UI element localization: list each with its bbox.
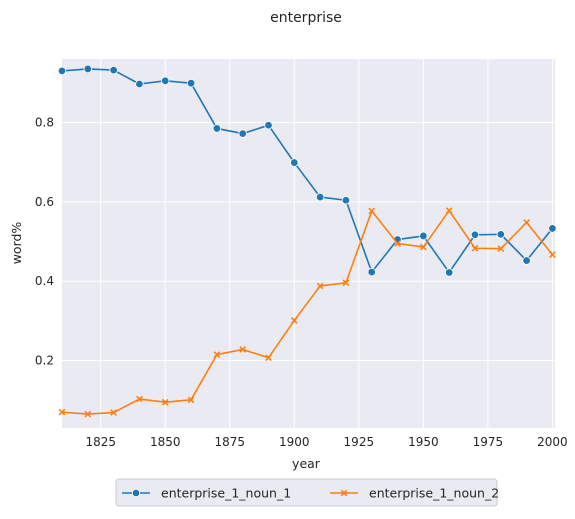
legend-label: enterprise_1_noun_1 — [161, 486, 291, 501]
x-marker-stroke — [84, 410, 92, 418]
data-point — [523, 219, 530, 226]
data-point — [471, 244, 479, 252]
y-axis-ticks: 0.2 0.4 0.6 0.8 — [35, 115, 54, 367]
data-point — [419, 243, 427, 251]
data-point — [445, 207, 453, 214]
data-point — [239, 346, 247, 353]
data-point — [212, 124, 222, 133]
y-tick-label: 0.4 — [35, 274, 54, 288]
x-axis-label: year — [292, 456, 321, 471]
x-tick-label: 1975 — [473, 435, 504, 449]
data-point — [342, 279, 350, 287]
data-point — [187, 396, 195, 404]
x-tick-label: 1900 — [279, 435, 310, 449]
x-marker-stroke — [290, 317, 298, 324]
x-marker-stroke — [471, 244, 479, 252]
x-marker-stroke — [394, 240, 401, 247]
legend-marker — [131, 488, 141, 498]
x-tick-label: 1950 — [408, 435, 439, 449]
data-point — [419, 231, 428, 241]
x-marker-stroke — [265, 354, 272, 362]
legend: enterprise_1_noun_1 enterprise_1_noun_2 — [115, 478, 499, 507]
data-point — [83, 64, 93, 74]
x-marker-stroke — [316, 282, 324, 290]
x-marker-stroke — [368, 207, 376, 215]
data-point — [470, 230, 480, 239]
x-tick-label: 1850 — [150, 435, 181, 449]
data-point — [238, 129, 247, 138]
data-point — [290, 317, 298, 324]
x-marker-stroke — [187, 396, 195, 404]
x-marker-stroke — [239, 346, 247, 353]
x-marker-stroke — [110, 409, 117, 416]
data-point — [186, 79, 196, 88]
data-point — [161, 76, 170, 86]
data-point — [548, 224, 557, 233]
y-tick-label: 0.2 — [35, 354, 54, 368]
x-marker-stroke — [342, 279, 350, 287]
data-point — [135, 79, 144, 89]
data-point — [497, 245, 505, 253]
data-point — [368, 207, 376, 215]
legend-item-2: enterprise_1_noun_2 — [330, 486, 499, 501]
x-marker-stroke — [497, 245, 505, 253]
data-point — [84, 410, 92, 418]
data-point — [57, 66, 67, 76]
data-point — [264, 121, 273, 130]
y-tick-label: 0.6 — [35, 195, 54, 209]
data-point — [522, 256, 531, 265]
x-marker-stroke — [161, 398, 169, 406]
x-tick-label: 1875 — [215, 435, 246, 449]
x-tick-label: 2000 — [537, 435, 568, 449]
data-point — [394, 240, 401, 247]
x-marker-stroke — [340, 489, 348, 497]
x-axis-ticks: 1825 1850 1875 1900 1925 1950 1975 2000 — [85, 435, 567, 449]
x-tick-label: 1825 — [85, 435, 116, 449]
series-2 — [58, 207, 556, 418]
x-marker-stroke — [419, 243, 427, 251]
data-point — [58, 408, 66, 416]
series-group — [57, 64, 557, 418]
legend-box — [115, 478, 498, 507]
data-point — [315, 192, 325, 202]
x-marker-stroke — [523, 219, 530, 226]
grid — [62, 59, 555, 428]
data-point — [316, 282, 324, 290]
data-point — [213, 351, 221, 358]
x-tick-label: 1925 — [344, 435, 375, 449]
y-axis-label: word% — [9, 222, 24, 265]
data-point — [136, 395, 143, 403]
data-point — [549, 251, 556, 258]
x-marker-stroke — [445, 207, 453, 214]
data-point — [161, 398, 169, 406]
legend-label: enterprise_1_noun_2 — [369, 486, 499, 501]
plot-area — [62, 59, 555, 428]
data-point — [444, 268, 454, 277]
x-marker-stroke — [213, 351, 221, 358]
data-point — [110, 409, 117, 416]
x-marker-stroke — [549, 251, 556, 258]
x-marker-stroke — [136, 395, 143, 403]
legend-item-1: enterprise_1_noun_1 — [122, 486, 291, 501]
data-point — [290, 158, 299, 167]
x-marker-stroke — [58, 408, 66, 416]
data-point — [341, 196, 351, 205]
data-point — [496, 230, 505, 239]
y-tick-label: 0.8 — [35, 115, 54, 129]
data-point — [367, 267, 376, 277]
legend-marker — [340, 489, 348, 497]
data-point — [265, 354, 272, 362]
chart-title: enterprise — [270, 10, 342, 26]
data-point — [109, 65, 118, 75]
series-line — [61, 209, 554, 415]
